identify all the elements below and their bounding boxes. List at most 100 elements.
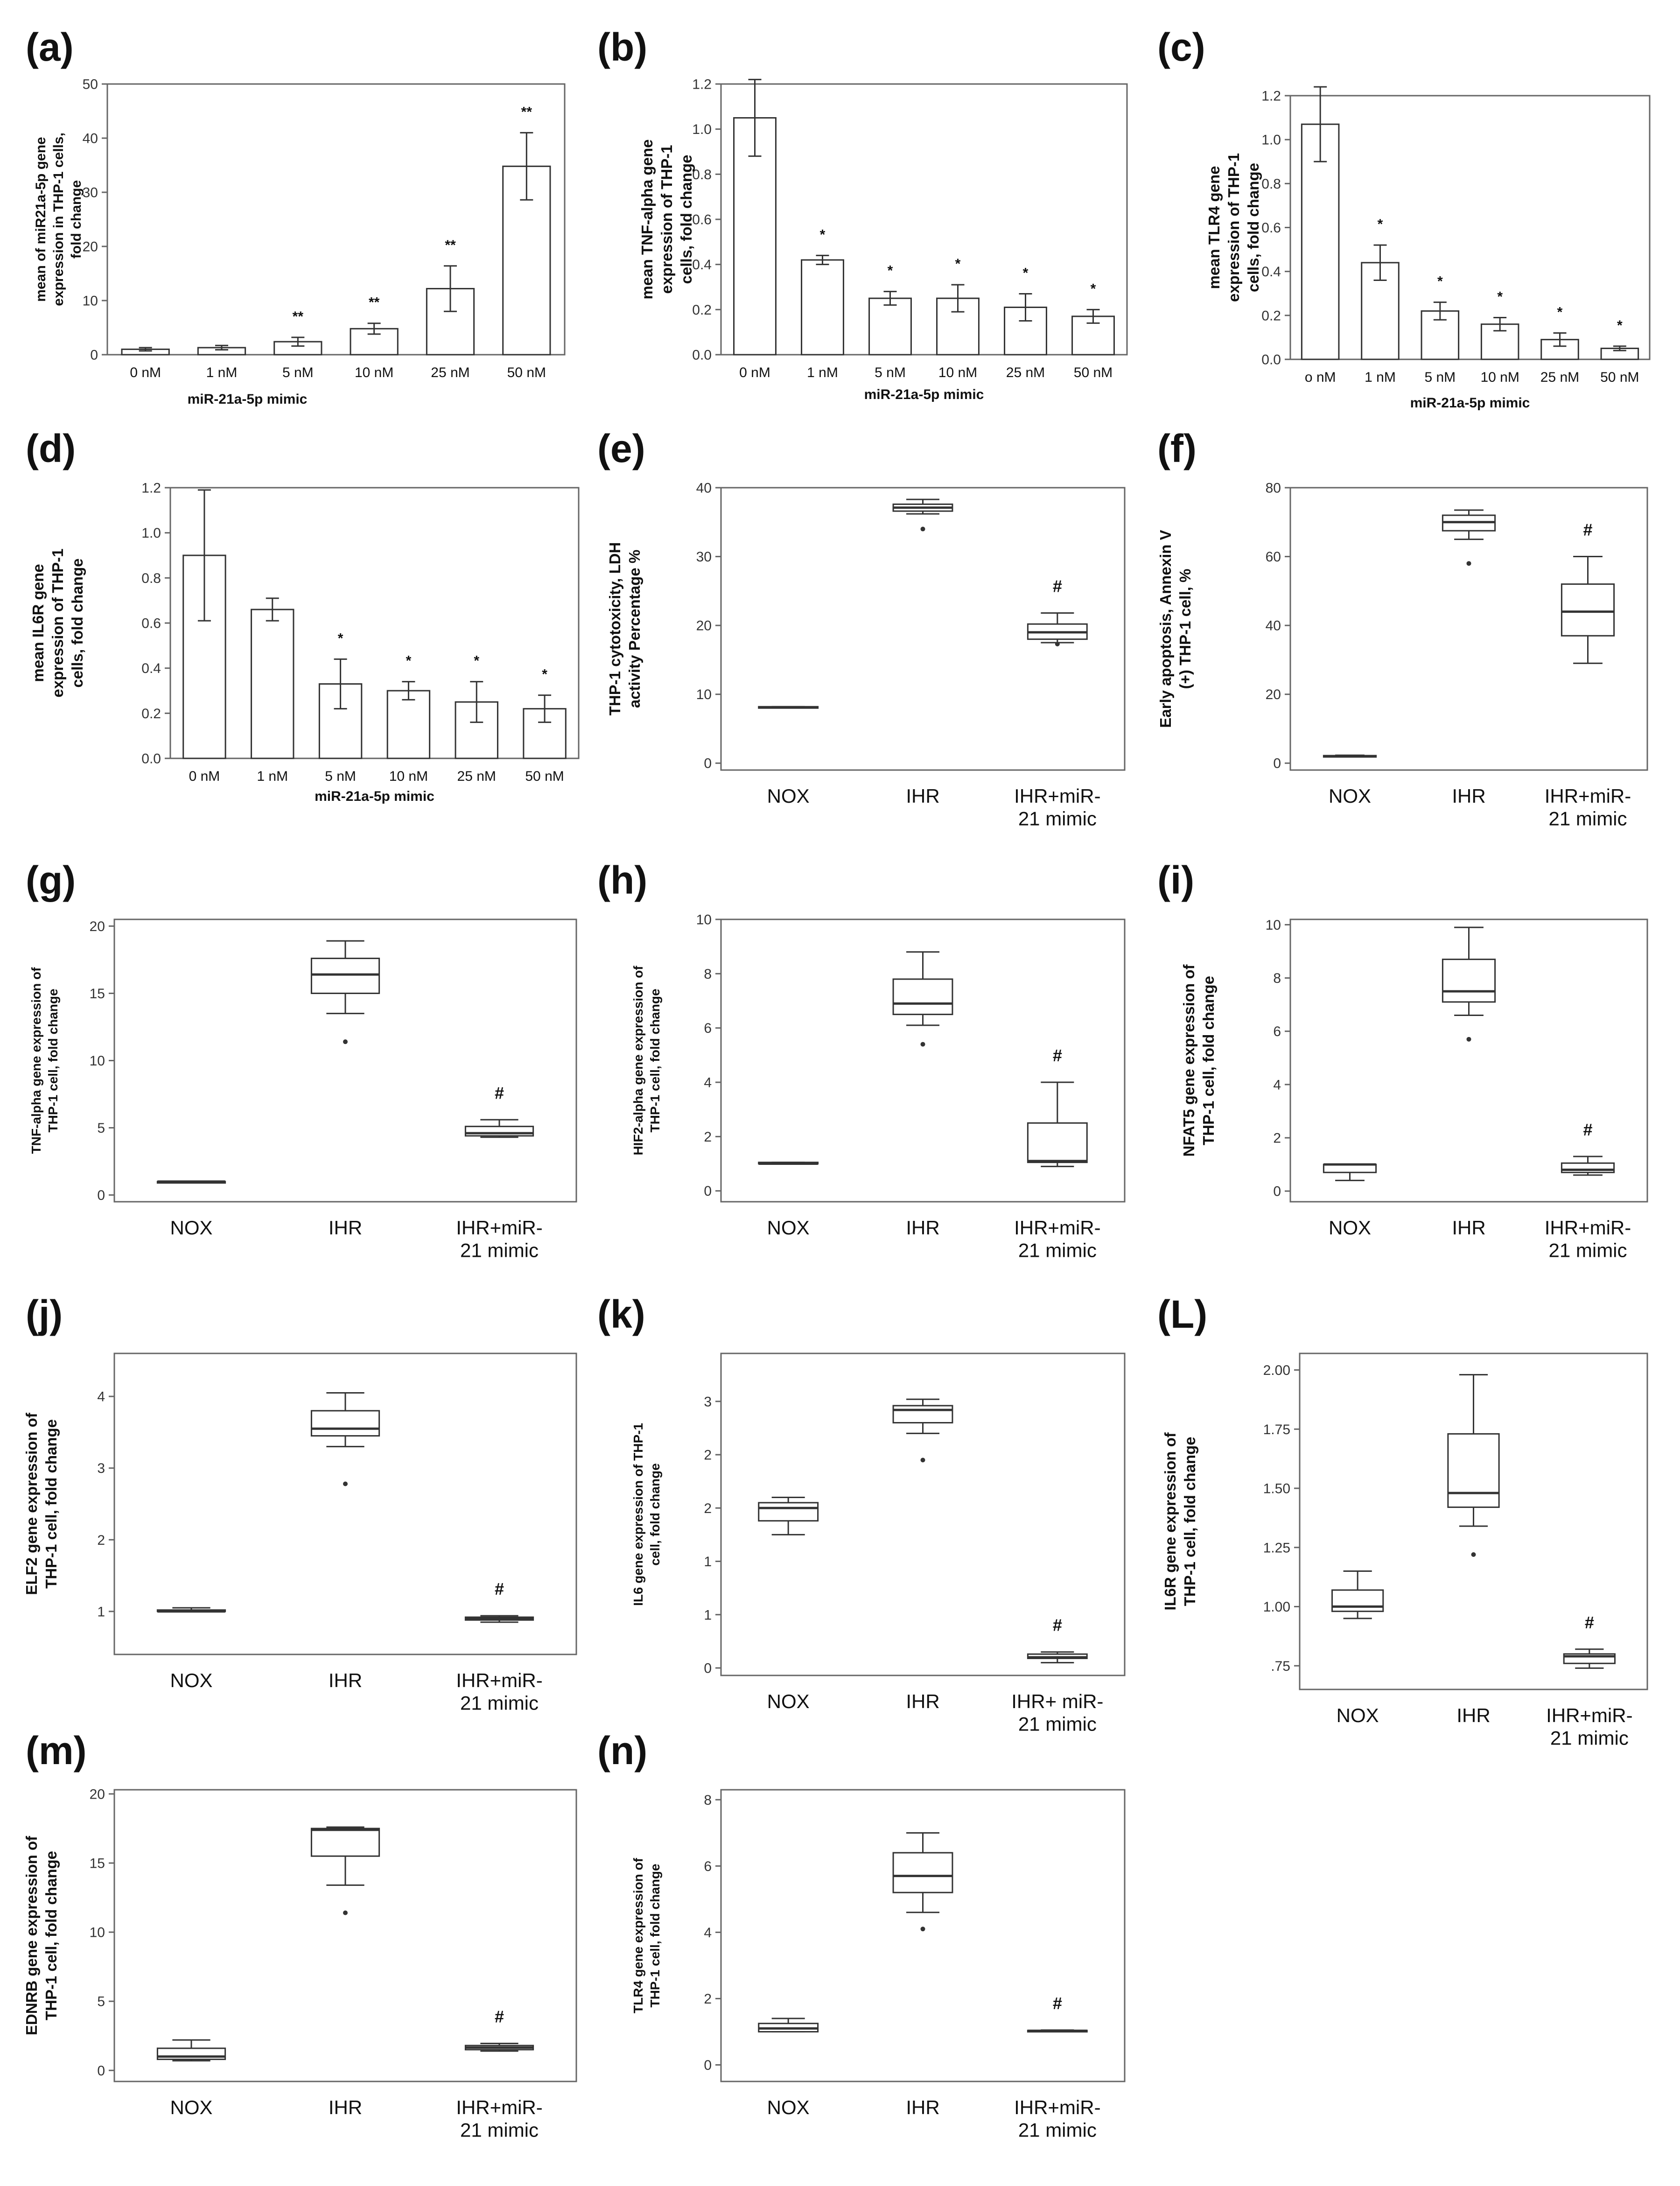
bar (801, 259, 844, 356)
y-tick-label: 1.2 (692, 77, 712, 92)
panel-g: (g) 0 5 10 15 20 TNF-alpha gene expression of T… (26, 858, 577, 1261)
x-tick-label: IHR (1452, 785, 1485, 807)
y-axis-label-line: activity Percentage % (626, 550, 643, 708)
y-axis-label-line: THP-1 cell, fold change (648, 1864, 662, 2007)
y-tick-label: 1.25 (1263, 1540, 1290, 1555)
x-tick-label-line: 21 mimic (1018, 1239, 1097, 1261)
outlier-point (343, 1039, 348, 1044)
y-axis-label: THP-1 cytotoxicity, LDH activity Percenta… (606, 542, 643, 716)
y-tick-label: 0.6 (1261, 220, 1281, 236)
x-tick-label: IHR+miR-21 mimic (456, 1217, 543, 1261)
x-tick-label: NOX (170, 1217, 212, 1239)
y-tick-label: 40 (1266, 618, 1281, 634)
x-tick-label: IHR+miR-21 mimic (1546, 1704, 1633, 1749)
x-tick-label: 10 nM (938, 365, 977, 380)
y-axis-label: TNF-alpha gene expression of THP-1 cell, … (29, 967, 60, 1154)
x-tick-label: IHR (906, 2096, 939, 2118)
y-axis-label-line: mean TNF-alpha gene (638, 140, 656, 300)
bar (1301, 123, 1340, 360)
significance-marker: ** (445, 238, 456, 253)
x-tick-label: IHR (329, 1669, 362, 1691)
x-tick-label-line: 21 mimic (460, 2119, 539, 2141)
y-tick-label: 8 (1273, 971, 1281, 986)
significance-marker: # (1053, 1994, 1062, 2013)
significance-marker: * (542, 667, 547, 682)
y-tick-label: 1.0 (1261, 133, 1281, 148)
y-tick-label: 2 (704, 1501, 712, 1516)
panel-letter: (L) (1157, 1292, 1207, 1336)
y-tick-label: 1 (704, 1607, 712, 1623)
panel-letter: (a) (26, 25, 74, 69)
y-axis-label: mean of miR21a-5p gene expression in THP-… (33, 133, 84, 306)
y-tick-label: 0.8 (141, 571, 161, 586)
box (310, 1410, 380, 1437)
panel-letter: (h) (597, 858, 647, 902)
y-tick-label: 20 (696, 618, 712, 634)
significance-marker: * (1091, 281, 1096, 296)
x-tick-label: o nM (1305, 370, 1336, 385)
y-axis-label: EDNRB gene expression of THP-1 cell, fold… (23, 1836, 60, 2035)
x-tick-label-line: IHR (329, 2096, 362, 2118)
panel-letter: (i) (1157, 858, 1194, 902)
y-axis-label-line: expression of THP-1 (49, 548, 66, 697)
significance-marker: # (1583, 1120, 1592, 1139)
x-tick-label-line: NOX (767, 1217, 810, 1239)
plot-frame (720, 83, 1128, 356)
x-tick-label: IHR (1456, 1704, 1490, 1726)
x-tick-label: IHR+miR-21 mimic (456, 1669, 543, 1714)
x-tick-label-line: NOX (170, 1217, 212, 1239)
y-tick-label: 4 (97, 1389, 105, 1405)
significance-marker: * (338, 631, 343, 646)
x-tick-label: 5 nM (1424, 370, 1456, 385)
box (1447, 1433, 1500, 1508)
outlier-point (1466, 1037, 1471, 1042)
x-tick-label: 0 nM (130, 365, 161, 380)
x-tick-label: NOX (767, 1690, 810, 1712)
y-tick-label: 0 (704, 2058, 712, 2073)
significance-marker: * (888, 263, 893, 279)
panel-i: (i) 0 2 4 6 8 10 NFAT5 gene expression of THP-1 … (1157, 858, 1648, 1261)
y-tick-label: 1 (704, 1554, 712, 1569)
y-axis-label-line: ELF2 gene expression of (23, 1412, 40, 1595)
x-tick-label: NOX (767, 2096, 810, 2118)
x-tick-label: 5 nM (325, 769, 356, 784)
x-tick-label-line: IHR+miR- (456, 2096, 543, 2118)
x-tick-label-line: 21 mimic (1018, 1713, 1097, 1735)
x-tick-label: IHR+miR-21 mimic (456, 2096, 543, 2141)
significance-marker: * (406, 653, 412, 669)
y-tick-label: 40 (696, 481, 712, 496)
x-tick-label: 25 nM (1006, 365, 1045, 380)
y-tick-label: 5 (97, 1121, 105, 1136)
panel-n: (n) 0 2 4 6 8 TLR4 gene expression of THP-1 cel… (597, 1729, 1126, 2141)
y-axis-label-line: expression of THP-1 (1225, 153, 1242, 302)
significance-marker: * (1617, 318, 1623, 333)
x-tick-label: 1 nM (1365, 370, 1396, 385)
significance-marker: # (495, 1083, 504, 1102)
significance-marker: ** (369, 295, 380, 310)
x-tick-label: 5 nM (282, 365, 314, 380)
y-axis-label-line: NFAT5 gene expression of (1180, 964, 1197, 1156)
x-tick-label: 0 nM (739, 365, 770, 380)
y-axis-label-line: mean TLR4 gene (1205, 166, 1223, 289)
panel-m: (m) 0 5 10 15 20 EDNRB gene expression of THP-1… (23, 1729, 577, 2141)
x-tick-label: NOX (170, 2096, 212, 2118)
y-tick-label: 1.2 (141, 481, 161, 496)
x-tick-label-line: 21 mimic (1018, 2119, 1097, 2141)
y-tick-label: 1.75 (1263, 1422, 1290, 1437)
panel-d: (d) 0.0 0.2 0.4 0.6 0.8 1.0 1.2 mean IL6R gene ex… (26, 427, 580, 804)
x-tick-label-line: IHR (906, 1217, 939, 1239)
y-tick-label: 0 (90, 348, 98, 363)
box (1027, 1122, 1088, 1163)
y-tick-label: 0.6 (141, 616, 161, 631)
x-tick-label: IHR+miR-21 mimic (1014, 1217, 1101, 1261)
y-axis-label-line: EDNRB gene expression of (23, 1836, 40, 2035)
y-tick-label: 0.0 (1261, 352, 1281, 368)
y-tick-label: .75 (1271, 1659, 1290, 1674)
y-axis-label: mean TNF-alpha gene expression of THP-1 ce… (638, 140, 695, 300)
x-tick-label-line: 21 mimic (1548, 807, 1627, 829)
y-tick-label: 0.4 (1261, 264, 1281, 280)
panel-letter: (b) (597, 25, 647, 69)
x-tick-label-line: IHR (329, 1669, 362, 1691)
x-tick-label-line: 21 mimic (460, 1692, 539, 1714)
outlier-point (920, 526, 925, 532)
